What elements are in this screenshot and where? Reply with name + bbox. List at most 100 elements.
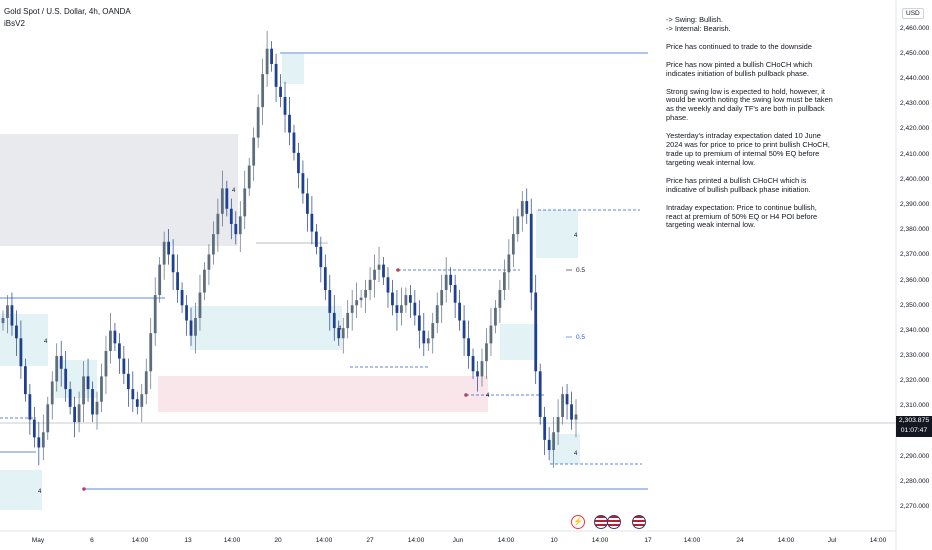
candle-body	[507, 254, 511, 273]
price-tick-label: 2,390.000	[900, 201, 930, 208]
zone-marker-5: 4	[574, 233, 578, 239]
time-axis[interactable]: May 6 14:00 13 14:00 20 14:00 27 14:00 Jun 14:00 10…	[32, 537, 887, 544]
last-price-value: 2,303.875	[898, 417, 930, 424]
price-tick-label: 2,410.000	[900, 151, 930, 158]
candle-body	[189, 320, 193, 336]
currency-button[interactable]: USD	[902, 8, 924, 19]
candle-body	[140, 394, 144, 407]
candle-body	[337, 328, 341, 339]
time-tick-label: 27	[366, 537, 374, 544]
zone-marker-1: 4	[44, 339, 48, 345]
us-flag-event-icon[interactable]	[607, 515, 621, 529]
choch-marker	[396, 268, 400, 272]
candle-body	[516, 216, 520, 235]
candle-body	[422, 330, 426, 344]
time-tick-label: 14:00	[224, 537, 241, 544]
candle-body	[234, 223, 238, 235]
eq-label-lower: 0.5	[576, 334, 585, 341]
candle-body	[534, 292, 538, 372]
candle-body	[328, 290, 332, 313]
candle-body	[100, 376, 103, 402]
candle-body	[59, 356, 63, 369]
us-flag-event-icon[interactable]	[632, 515, 646, 529]
candle-body	[525, 201, 529, 214]
candle-body	[547, 439, 551, 451]
candle-body	[212, 234, 215, 255]
candle-body	[37, 437, 41, 448]
candle-body	[431, 323, 435, 339]
eq-label-upper: 0.5	[576, 267, 585, 274]
candle-body	[50, 381, 54, 405]
candle-body	[73, 406, 77, 423]
candle-body	[341, 328, 345, 339]
candle-body	[480, 361, 484, 377]
candle-body	[207, 254, 211, 270]
candle-body	[502, 272, 506, 291]
price-tick-label: 2,310.000	[900, 402, 930, 409]
price-tick-label: 2,430.000	[900, 100, 930, 107]
candle-body	[332, 312, 336, 329]
symbol-title[interactable]: Gold Spot / U.S. Dollar, 4h, OANDA	[4, 7, 131, 16]
candle-body	[297, 152, 300, 174]
candle-body	[543, 417, 547, 440]
note-line: Yesterday's intraday expectation dated 1…	[666, 131, 830, 167]
price-tick-label: 2,340.000	[900, 327, 930, 334]
candle-body	[194, 317, 197, 336]
candle-body	[104, 350, 108, 377]
candle-body	[467, 338, 470, 357]
price-tick-label: 2,360.000	[900, 277, 930, 284]
candle-body	[46, 404, 50, 433]
candle-body	[10, 305, 14, 326]
candle-body	[220, 188, 224, 214]
zone-marker-3: 4	[232, 188, 236, 194]
lightning-event-icon[interactable]: ⚡	[571, 515, 585, 529]
candle-body	[561, 394, 564, 418]
price-tick-label: 2,290.000	[900, 453, 930, 460]
demand-zone-center	[190, 306, 342, 350]
candle-body	[225, 188, 229, 209]
candle-body	[162, 241, 166, 265]
candle-body	[408, 295, 412, 303]
candle-body	[86, 376, 90, 390]
zone-marker-6: 4	[574, 451, 578, 457]
zone-marker-4: 4	[338, 326, 342, 332]
candle-body	[180, 290, 184, 306]
candle-body	[529, 213, 533, 293]
note-swing-internal: -> Swing: Bullish. -> Internal: Bearish.	[666, 15, 731, 33]
time-tick-label: 17	[644, 537, 652, 544]
candle-body	[292, 132, 296, 153]
candle-body	[203, 269, 206, 293]
candle-body	[377, 264, 381, 270]
candle-body	[449, 274, 453, 285]
candle-body	[283, 96, 287, 115]
structure-lines: 0.5 0.5	[0, 52, 896, 491]
candle-body	[355, 300, 359, 306]
low-marker	[464, 393, 468, 397]
zone-marker-labels: 4 4 4 4 4 4 4	[38, 188, 578, 495]
candle-body	[265, 48, 269, 75]
candle-body	[435, 305, 439, 324]
candle-body	[113, 330, 117, 344]
price-axis[interactable]: 2,460.000 2,450.000 2,440.000 2,430.000 2,42…	[900, 25, 930, 510]
candle-body	[552, 432, 556, 451]
candle-body	[158, 264, 162, 296]
candle-body	[171, 254, 175, 273]
time-tick-label: 14:00	[684, 537, 701, 544]
candle-body	[32, 419, 36, 438]
candle-body	[426, 338, 430, 344]
us-flag-event-icon[interactable]	[594, 515, 608, 529]
candle-body	[1, 317, 5, 324]
candle-body	[310, 213, 314, 232]
indicator-name[interactable]: iBsV2	[4, 19, 25, 28]
candle-body	[359, 297, 363, 301]
candle-body	[77, 404, 81, 423]
candle-body	[261, 74, 265, 108]
candle-body	[68, 389, 72, 407]
candle-body	[288, 114, 291, 133]
demand-zone-right	[500, 324, 538, 360]
candle-body	[494, 307, 497, 326]
candle-body	[364, 290, 367, 298]
price-tick-label: 2,280.000	[900, 478, 930, 485]
time-tick-label: Jul	[828, 537, 837, 544]
